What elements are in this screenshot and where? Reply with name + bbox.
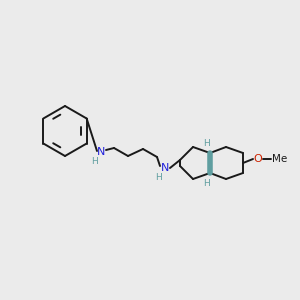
Text: H: H	[204, 139, 210, 148]
Text: H: H	[92, 157, 98, 166]
Text: O: O	[254, 154, 262, 164]
Text: H: H	[204, 178, 210, 188]
Text: Me: Me	[272, 154, 288, 164]
Text: H: H	[156, 172, 162, 182]
Text: N: N	[97, 147, 105, 157]
Text: N: N	[161, 163, 169, 173]
